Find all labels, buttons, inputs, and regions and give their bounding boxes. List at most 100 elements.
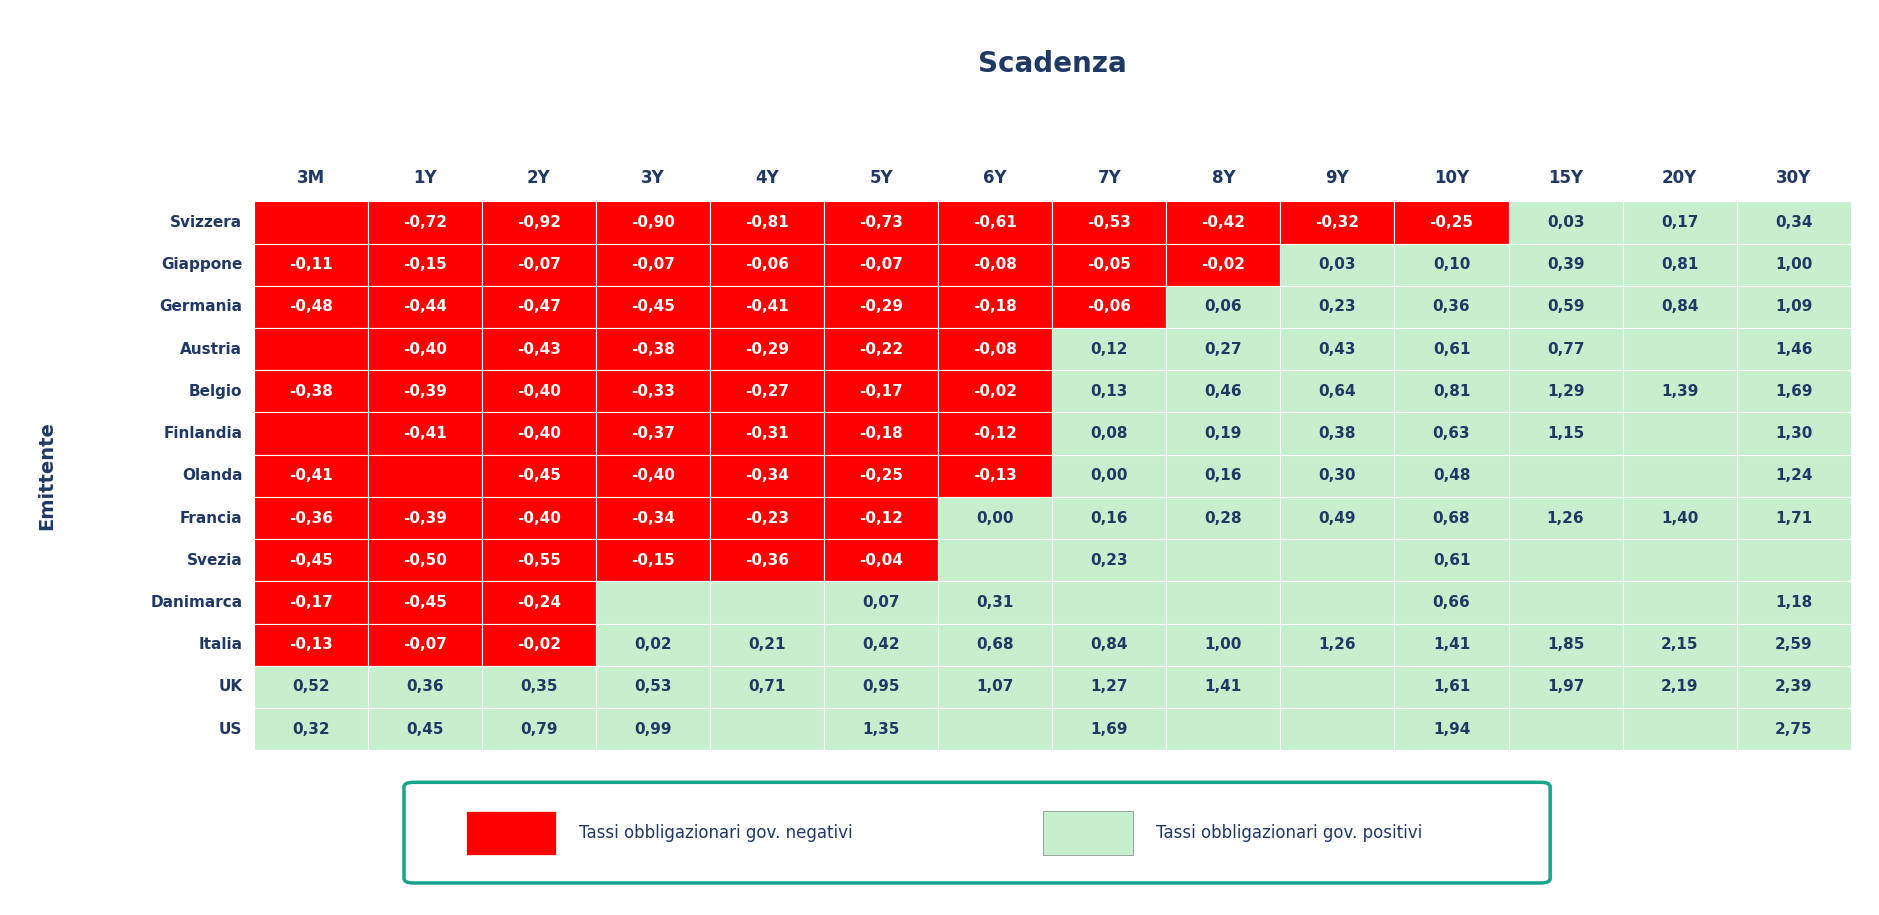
Text: 1,46: 1,46 bbox=[1776, 341, 1813, 357]
Text: -0,73: -0,73 bbox=[859, 215, 904, 230]
Text: 0,71: 0,71 bbox=[748, 680, 785, 694]
Text: -0,02: -0,02 bbox=[1201, 257, 1246, 272]
Text: -0,22: -0,22 bbox=[859, 341, 904, 357]
Text: 0,00: 0,00 bbox=[1090, 468, 1127, 483]
Text: 1,07: 1,07 bbox=[977, 680, 1015, 694]
Text: 1,29: 1,29 bbox=[1546, 383, 1584, 399]
Text: 1,39: 1,39 bbox=[1661, 383, 1699, 399]
Text: 0,27: 0,27 bbox=[1204, 341, 1242, 357]
Text: -0,53: -0,53 bbox=[1088, 215, 1131, 230]
Text: 3M: 3M bbox=[297, 169, 325, 188]
Text: Giappone: Giappone bbox=[162, 257, 242, 272]
Text: -0,47: -0,47 bbox=[517, 299, 560, 315]
Text: 0,03: 0,03 bbox=[1319, 257, 1357, 272]
Text: -0,06: -0,06 bbox=[1088, 299, 1131, 315]
Text: 2,59: 2,59 bbox=[1776, 637, 1813, 652]
Text: 0,77: 0,77 bbox=[1546, 341, 1584, 357]
Text: -0,08: -0,08 bbox=[973, 341, 1017, 357]
Text: -0,08: -0,08 bbox=[973, 257, 1017, 272]
Text: -0,43: -0,43 bbox=[517, 341, 560, 357]
Text: 9Y: 9Y bbox=[1325, 169, 1349, 188]
Text: -0,07: -0,07 bbox=[631, 257, 675, 272]
Text: 0,53: 0,53 bbox=[635, 680, 671, 694]
Text: 0,34: 0,34 bbox=[1776, 215, 1813, 230]
Text: 5Y: 5Y bbox=[870, 169, 893, 188]
Text: 1,30: 1,30 bbox=[1776, 426, 1813, 441]
Text: -0,45: -0,45 bbox=[631, 299, 675, 315]
Text: -0,25: -0,25 bbox=[859, 468, 904, 483]
Text: -0,18: -0,18 bbox=[973, 299, 1017, 315]
Text: Scadenza: Scadenza bbox=[977, 50, 1127, 78]
Text: -0,41: -0,41 bbox=[746, 299, 789, 315]
Text: 0,16: 0,16 bbox=[1090, 511, 1127, 525]
Text: -0,38: -0,38 bbox=[289, 383, 333, 399]
Text: 0,32: 0,32 bbox=[291, 722, 329, 737]
Text: 30Y: 30Y bbox=[1776, 169, 1811, 188]
Text: 0,23: 0,23 bbox=[1090, 553, 1127, 568]
Text: 1,40: 1,40 bbox=[1661, 511, 1699, 525]
Text: -0,31: -0,31 bbox=[746, 426, 789, 441]
Text: -0,24: -0,24 bbox=[517, 595, 560, 610]
Text: 3Y: 3Y bbox=[641, 169, 665, 188]
Text: -0,29: -0,29 bbox=[746, 341, 789, 357]
Text: 1,00: 1,00 bbox=[1204, 637, 1242, 652]
Text: Italia: Italia bbox=[199, 637, 242, 652]
Text: 0,10: 0,10 bbox=[1434, 257, 1469, 272]
Text: -0,40: -0,40 bbox=[517, 511, 560, 525]
Text: 0,99: 0,99 bbox=[635, 722, 671, 737]
Text: 1,61: 1,61 bbox=[1434, 680, 1469, 694]
Text: 0,64: 0,64 bbox=[1319, 383, 1357, 399]
Text: 0,21: 0,21 bbox=[748, 637, 785, 652]
Text: -0,23: -0,23 bbox=[746, 511, 789, 525]
Text: 1,35: 1,35 bbox=[862, 722, 900, 737]
Text: Finlandia: Finlandia bbox=[163, 426, 242, 441]
Text: 0,06: 0,06 bbox=[1204, 299, 1242, 315]
Text: -0,07: -0,07 bbox=[517, 257, 560, 272]
Text: -0,13: -0,13 bbox=[289, 637, 333, 652]
Text: -0,36: -0,36 bbox=[289, 511, 333, 525]
Text: -0,33: -0,33 bbox=[631, 383, 675, 399]
Text: -0,39: -0,39 bbox=[402, 383, 447, 399]
Text: -0,18: -0,18 bbox=[859, 426, 904, 441]
Text: 0,42: 0,42 bbox=[862, 637, 900, 652]
Text: 0,28: 0,28 bbox=[1204, 511, 1242, 525]
Text: 0,68: 0,68 bbox=[977, 637, 1015, 652]
Text: 0,52: 0,52 bbox=[291, 680, 329, 694]
Text: Svezia: Svezia bbox=[186, 553, 242, 568]
Text: 8Y: 8Y bbox=[1212, 169, 1235, 188]
Text: Germania: Germania bbox=[160, 299, 242, 315]
Text: -0,39: -0,39 bbox=[402, 511, 447, 525]
Text: 1,41: 1,41 bbox=[1204, 680, 1242, 694]
Text: -0,72: -0,72 bbox=[402, 215, 447, 230]
Text: -0,06: -0,06 bbox=[746, 257, 789, 272]
Text: 2,19: 2,19 bbox=[1661, 680, 1699, 694]
Text: US: US bbox=[220, 722, 242, 737]
Text: Svizzera: Svizzera bbox=[171, 215, 242, 230]
Text: 0,16: 0,16 bbox=[1204, 468, 1242, 483]
Text: -0,17: -0,17 bbox=[859, 383, 904, 399]
Text: -0,45: -0,45 bbox=[289, 553, 333, 568]
Text: -0,40: -0,40 bbox=[517, 426, 560, 441]
Text: -0,40: -0,40 bbox=[631, 468, 675, 483]
Text: 0,23: 0,23 bbox=[1319, 299, 1357, 315]
Text: 1,26: 1,26 bbox=[1546, 511, 1584, 525]
Text: -0,13: -0,13 bbox=[973, 468, 1017, 483]
Text: 0,30: 0,30 bbox=[1319, 468, 1357, 483]
Text: -0,25: -0,25 bbox=[1430, 215, 1473, 230]
Text: 0,61: 0,61 bbox=[1434, 553, 1469, 568]
Text: 2,39: 2,39 bbox=[1776, 680, 1813, 694]
Text: 0,63: 0,63 bbox=[1432, 426, 1471, 441]
Text: 1,00: 1,00 bbox=[1776, 257, 1813, 272]
Text: 0,84: 0,84 bbox=[1661, 299, 1699, 315]
Text: -0,02: -0,02 bbox=[973, 383, 1017, 399]
Text: -0,45: -0,45 bbox=[402, 595, 447, 610]
Text: -0,44: -0,44 bbox=[402, 299, 447, 315]
Text: 0,84: 0,84 bbox=[1090, 637, 1127, 652]
Text: 6Y: 6Y bbox=[983, 169, 1007, 188]
Text: 0,45: 0,45 bbox=[406, 722, 443, 737]
Text: 1,41: 1,41 bbox=[1434, 637, 1469, 652]
Text: 0,31: 0,31 bbox=[977, 595, 1015, 610]
Text: 0,35: 0,35 bbox=[520, 680, 558, 694]
Text: -0,40: -0,40 bbox=[402, 341, 447, 357]
Text: 1,24: 1,24 bbox=[1776, 468, 1813, 483]
